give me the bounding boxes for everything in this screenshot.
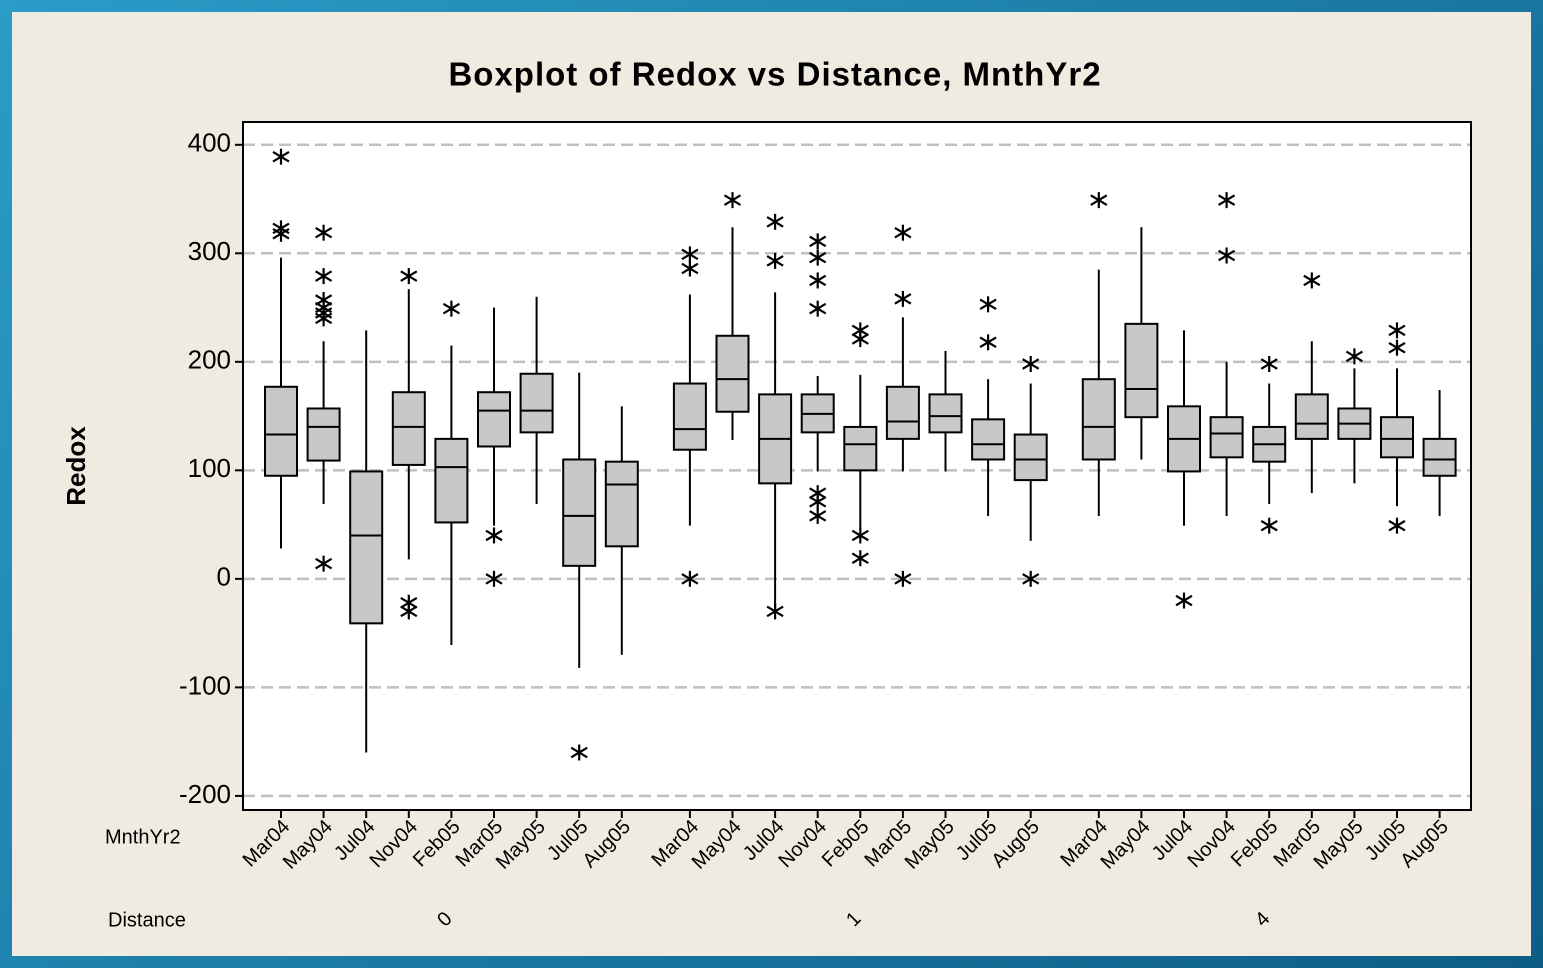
outlier	[1260, 517, 1278, 534]
y-tick-label: 400	[188, 128, 231, 158]
outlier	[272, 148, 290, 165]
outlier	[1175, 592, 1193, 609]
outlier	[1388, 339, 1406, 356]
y-tick-label: 200	[188, 345, 231, 375]
outlier	[723, 192, 742, 209]
outlier	[979, 296, 997, 313]
outlier	[766, 252, 784, 269]
outlier	[1260, 355, 1278, 372]
outlier	[809, 493, 827, 510]
outlier	[315, 310, 333, 327]
y-tick-label: 0	[217, 562, 231, 592]
outlier	[272, 225, 290, 242]
outlier	[851, 331, 869, 348]
y-axis-label: Redox	[61, 426, 91, 506]
outlier	[809, 249, 827, 266]
outlier	[809, 272, 827, 289]
outlier	[315, 555, 333, 572]
box	[477, 391, 511, 448]
outlier	[809, 300, 827, 317]
outlier	[442, 300, 460, 317]
outlier	[1218, 192, 1236, 209]
outlier	[315, 268, 333, 285]
box	[1081, 378, 1116, 461]
box	[928, 393, 963, 434]
outlier	[681, 246, 699, 263]
outlier	[1388, 322, 1406, 339]
outlier	[851, 550, 869, 567]
box	[1380, 416, 1414, 459]
x-row-label: MnthYr2	[105, 826, 181, 848]
outlier	[1022, 355, 1040, 372]
outlier	[400, 603, 418, 620]
outlier	[1345, 348, 1363, 365]
outlier	[766, 603, 784, 620]
outlier	[400, 268, 418, 285]
outlier	[1218, 247, 1236, 264]
box	[1422, 437, 1457, 477]
box	[562, 458, 597, 567]
box	[1013, 433, 1048, 482]
outlier	[1090, 192, 1108, 209]
box	[434, 437, 469, 524]
box	[971, 418, 1006, 461]
box	[264, 385, 298, 477]
outlier	[894, 224, 912, 241]
box	[519, 372, 554, 434]
box	[391, 391, 426, 466]
y-tick-label: 300	[188, 236, 231, 266]
y-tick-label: 100	[188, 453, 231, 483]
y-tick-label: -200	[179, 779, 231, 809]
box	[885, 385, 920, 440]
outlier	[315, 224, 333, 241]
outlier	[485, 527, 503, 544]
y-tick-label: -100	[179, 670, 231, 700]
box	[306, 407, 341, 462]
outlier	[1303, 272, 1321, 289]
outlier	[809, 507, 827, 524]
outlier	[979, 334, 997, 351]
box	[843, 425, 878, 472]
outlier	[570, 744, 588, 761]
outlier	[809, 233, 827, 250]
box	[1294, 393, 1329, 440]
outlier	[894, 290, 912, 307]
box	[715, 334, 750, 413]
box	[1124, 322, 1159, 419]
outlier	[766, 213, 784, 230]
x-row-label: Distance	[108, 909, 186, 931]
outlier	[1022, 570, 1040, 587]
box	[1209, 416, 1244, 459]
outlier	[485, 570, 503, 587]
outlier	[894, 570, 912, 587]
outlier	[681, 260, 699, 277]
plot-frame	[242, 121, 1472, 811]
box	[604, 460, 639, 548]
outlier	[1388, 517, 1406, 534]
box	[672, 382, 707, 451]
outlier	[681, 570, 699, 587]
chart-title: Boxplot of Redox vs Distance, MnthYr2	[448, 56, 1101, 93]
box	[349, 470, 384, 625]
outlier	[851, 527, 869, 544]
